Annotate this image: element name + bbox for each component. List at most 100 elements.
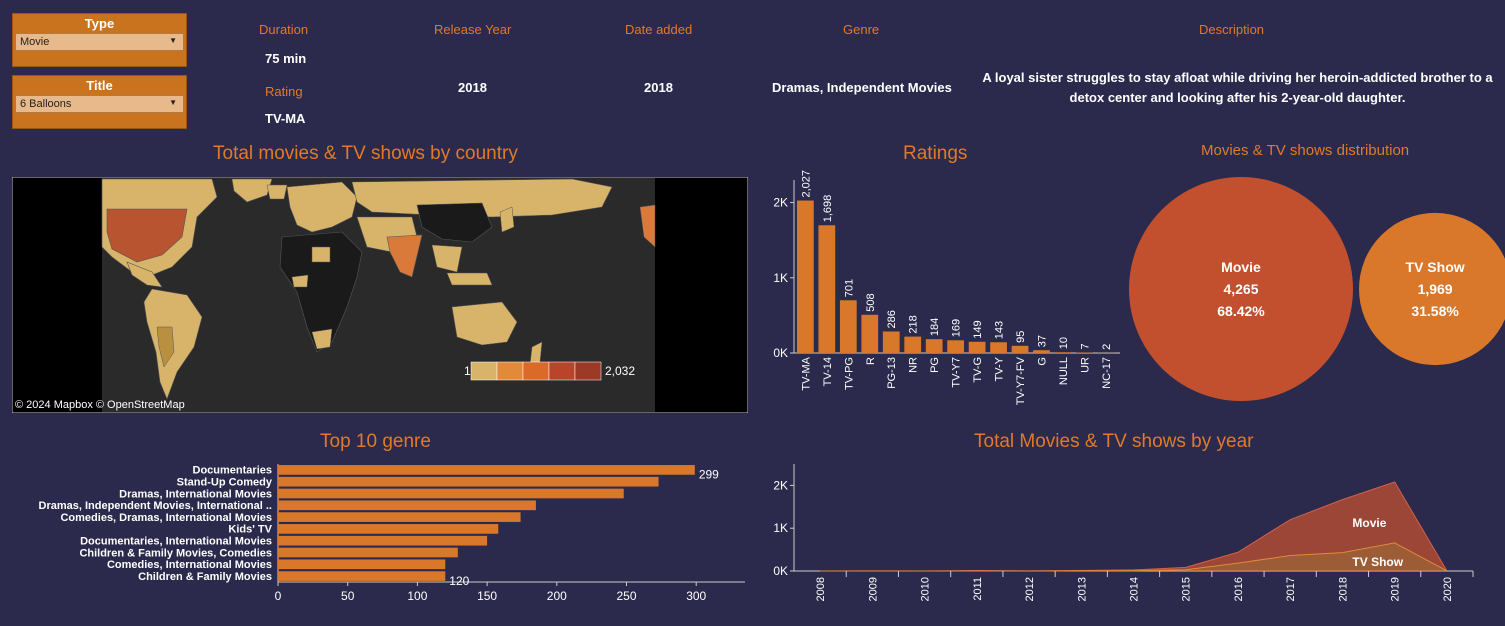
description-line-2: detox center and looking after his 2-yea… xyxy=(1069,90,1406,105)
date-added-label: Date added xyxy=(625,22,693,37)
year-x-tick-label: 2014 xyxy=(1129,577,1141,601)
country-map[interactable]: 1 2,032 © 2024 Mapbox © OpenStreetMap xyxy=(12,177,748,413)
genre-category-label: Documentaries xyxy=(193,465,272,477)
ratings-category-label: TV-14 xyxy=(822,357,834,386)
genre-bar xyxy=(278,476,659,487)
genre-x-tick-label: 200 xyxy=(547,589,567,603)
ratings-value-label: 184 xyxy=(929,318,941,336)
ratings-category-label: TV-Y7 xyxy=(951,357,963,388)
china-shape xyxy=(416,202,493,243)
ratings-value-label: 149 xyxy=(972,320,984,338)
description-line-1: A loyal sister struggles to stay afloat … xyxy=(982,70,1493,85)
india-shape xyxy=(386,234,423,278)
ratings-category-label: TV-MA xyxy=(800,356,812,390)
year-x-tick-label: 2018 xyxy=(1337,577,1349,601)
map-legend-min: 1 xyxy=(464,364,471,378)
genre-category-label: Kids' TV xyxy=(228,524,272,536)
genre-category-label: Comedies, International Movies xyxy=(107,559,272,571)
year-x-tick-label: 2016 xyxy=(1233,577,1245,601)
ratings-category-label: TV-G xyxy=(972,357,984,383)
genre-value: Dramas, Independent Movies xyxy=(772,80,952,95)
series-label-movie: Movie xyxy=(1352,516,1386,530)
southeast-asia-shape xyxy=(431,244,463,273)
genre-bar xyxy=(278,559,446,570)
ratings-category-label: TV-Y7-FV xyxy=(1015,356,1027,405)
bubble-label: Movie xyxy=(1221,259,1261,275)
year-x-tick-label: 2019 xyxy=(1390,577,1402,601)
distribution-chart: Movie 4,265 68.42% TV Show 1,969 31.58% xyxy=(1129,177,1505,401)
genre-bar xyxy=(278,488,624,499)
ratings-value-label: 2,027 xyxy=(800,170,812,198)
map-attribution: © 2024 Mapbox © OpenStreetMap xyxy=(15,399,185,411)
ratings-value-label: 218 xyxy=(908,315,920,333)
nigeria-shape xyxy=(291,274,309,288)
genre-x-tick-label: 150 xyxy=(477,589,497,603)
alaska-shape xyxy=(639,204,656,248)
ratings-value-label: 2 xyxy=(1101,344,1113,350)
bubble-percent: 31.58% xyxy=(1411,303,1459,319)
map-legend-swatch xyxy=(548,361,576,381)
genre-category-label: Stand-Up Comedy xyxy=(177,477,273,489)
ratings-bar xyxy=(947,340,965,353)
genre-bar xyxy=(278,512,521,522)
title-select[interactable]: 6 Balloons ▼ xyxy=(15,95,184,113)
ratings-value-label: 95 xyxy=(1015,331,1027,343)
ratings-value-label: 37 xyxy=(1037,335,1049,347)
usa-shape xyxy=(106,208,188,263)
chevron-down-icon: ▼ xyxy=(169,36,177,45)
genre-category-label: Children & Family Movies, Comedies xyxy=(79,547,272,559)
series-label-tvshow: TV Show xyxy=(1352,555,1403,569)
genre-bar xyxy=(278,465,695,475)
russia-shape xyxy=(351,178,613,218)
australia-shape xyxy=(451,301,518,346)
ratings-category-label: NULL xyxy=(1058,357,1070,385)
ratings-category-label: PG-13 xyxy=(886,357,898,389)
ratings-value-label: 286 xyxy=(886,310,898,328)
tvshow-area xyxy=(820,542,1447,571)
ratings-value-label: 508 xyxy=(865,293,877,311)
genre-value-label: 120 xyxy=(449,574,469,588)
europe-shape xyxy=(286,181,358,233)
description-label: Description xyxy=(1199,22,1265,37)
ratings-category-label: G xyxy=(1037,357,1049,366)
africa-shape xyxy=(279,231,363,353)
tvshow-bubble xyxy=(1359,212,1505,366)
ratings-bar xyxy=(882,331,900,353)
ratings-value-label: 701 xyxy=(843,279,855,297)
egypt-shape xyxy=(311,246,331,263)
ratings-category-label: PG xyxy=(929,357,941,373)
genre-x-tick-label: 250 xyxy=(616,589,636,603)
map-legend-max: 2,032 xyxy=(605,364,635,378)
year-x-tick-label: 2020 xyxy=(1442,577,1454,601)
ratings-bar xyxy=(797,200,814,353)
rating-label: Rating xyxy=(265,84,303,99)
ratings-value-label: 143 xyxy=(994,321,1006,339)
type-filter-title: Type xyxy=(84,16,115,31)
genre-x-tick-label: 300 xyxy=(686,589,706,603)
uk-shape xyxy=(266,184,288,200)
ratings-category-label: TV-Y xyxy=(994,356,1006,381)
ratings-chart: 0K 1K 2K 2,027 TV-MA 1,698 TV-14 701 TV-PG 508 R 28… xyxy=(773,170,1120,405)
ratings-bar xyxy=(990,342,1007,353)
ratings-value-label: 10 xyxy=(1058,337,1070,349)
year-chart: 0K 1K 2K Movie TV Show 2008 2009 2010 2011 2012 20… xyxy=(773,464,1474,601)
map-legend-swatch xyxy=(574,361,602,381)
south-africa-shape xyxy=(311,328,333,350)
movie-area xyxy=(820,481,1447,571)
ratings-bar xyxy=(839,300,857,353)
bubble-value: 4,265 xyxy=(1223,281,1258,297)
ratings-y-tick-label: 2K xyxy=(773,196,788,210)
title-filter-title: Title xyxy=(86,78,113,93)
release-year-value: 2018 xyxy=(458,80,487,95)
year-x-tick-label: 2009 xyxy=(867,577,879,601)
ratings-bar xyxy=(1054,352,1072,353)
movie-bubble xyxy=(1129,177,1353,401)
year-y-tick-label: 1K xyxy=(773,521,788,535)
bubble-value: 1,969 xyxy=(1418,281,1453,297)
chevron-down-icon: ▼ xyxy=(169,98,177,107)
greenland-shape xyxy=(231,178,273,203)
type-select[interactable]: Movie ▼ xyxy=(15,33,184,51)
year-x-tick-label: 2012 xyxy=(1024,577,1036,601)
ratings-category-label: R xyxy=(865,357,877,365)
